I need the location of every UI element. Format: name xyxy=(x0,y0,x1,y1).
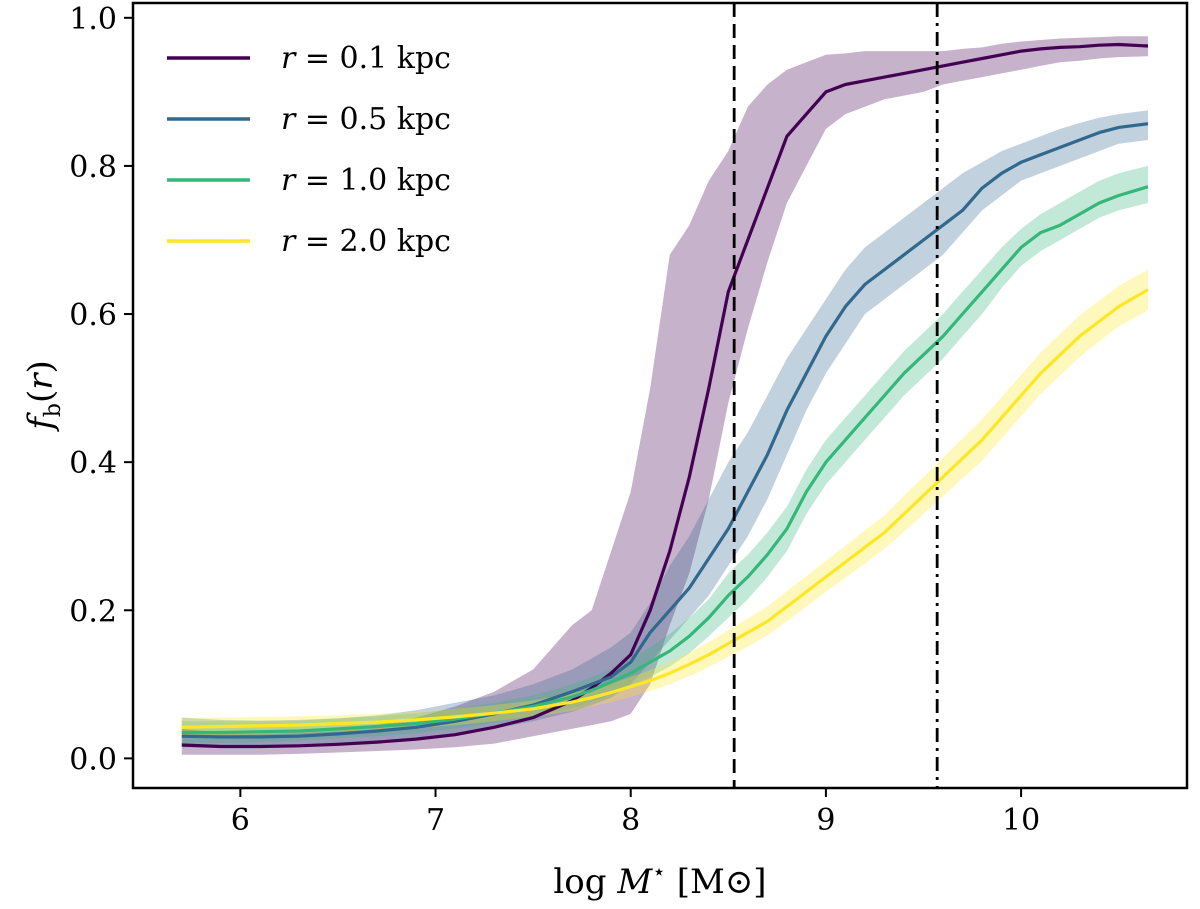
legend: r = 0.1 kpc r = 0.5 kpc r = 1.0 kpc r = 2.0… xyxy=(167,41,451,259)
y-tick-label: 0.4 xyxy=(69,446,117,481)
x-tick-label: 9 xyxy=(816,803,835,838)
legend-label-1: r = 0.1 kpc xyxy=(281,41,451,76)
line-series-4 xyxy=(181,288,1149,729)
y-axis-label-sub: b xyxy=(41,403,66,417)
legend-label-2: r = 0.5 kpc xyxy=(281,102,451,137)
y-tick-label: 0.0 xyxy=(69,742,117,777)
y-tick-label: 0.8 xyxy=(69,150,117,185)
y-tick-label: 1.0 xyxy=(69,2,117,37)
line-series-3 xyxy=(181,185,1149,735)
y-axis-label-close: ) xyxy=(21,360,61,373)
band-series-3 xyxy=(181,165,1149,744)
legend-label-3: r = 1.0 kpc xyxy=(281,163,451,198)
x-tick-label: 8 xyxy=(621,803,640,838)
reference-lines xyxy=(732,3,939,788)
series-lines xyxy=(181,42,1149,749)
y-tick-label: 0.2 xyxy=(69,594,117,629)
line-series-2 xyxy=(181,122,1149,739)
x-axis-label-var: M xyxy=(616,862,653,902)
x-axis-label-unit: [M⊙] xyxy=(666,862,767,902)
x-axis-label-prefix: log xyxy=(553,862,617,902)
x-axis-label: log M⋆ [M⊙] xyxy=(553,860,766,902)
band-series-1 xyxy=(181,36,1149,755)
x-tick-label: 6 xyxy=(231,803,250,838)
y-axis-label-open: ( xyxy=(21,390,61,403)
line-series-1 xyxy=(181,42,1149,749)
legend-label-4: r = 2.0 kpc xyxy=(281,224,451,259)
x-tick-label: 10 xyxy=(1002,803,1040,838)
x-axis-label-sup: ⋆ xyxy=(652,860,666,885)
band-series-2 xyxy=(181,110,1149,748)
x-axis-ticks: 6 7 8 9 10 xyxy=(231,788,1040,838)
y-axis-label-arg: r xyxy=(21,372,61,390)
confidence-bands xyxy=(181,36,1149,755)
plot-frame xyxy=(131,1,1189,790)
y-axis-label: fb(r) xyxy=(21,360,66,432)
y-tick-label: 0.6 xyxy=(69,298,117,333)
x-tick-label: 7 xyxy=(426,803,445,838)
y-axis-ticks: 0.0 0.2 0.4 0.6 0.8 1.0 xyxy=(69,2,133,777)
